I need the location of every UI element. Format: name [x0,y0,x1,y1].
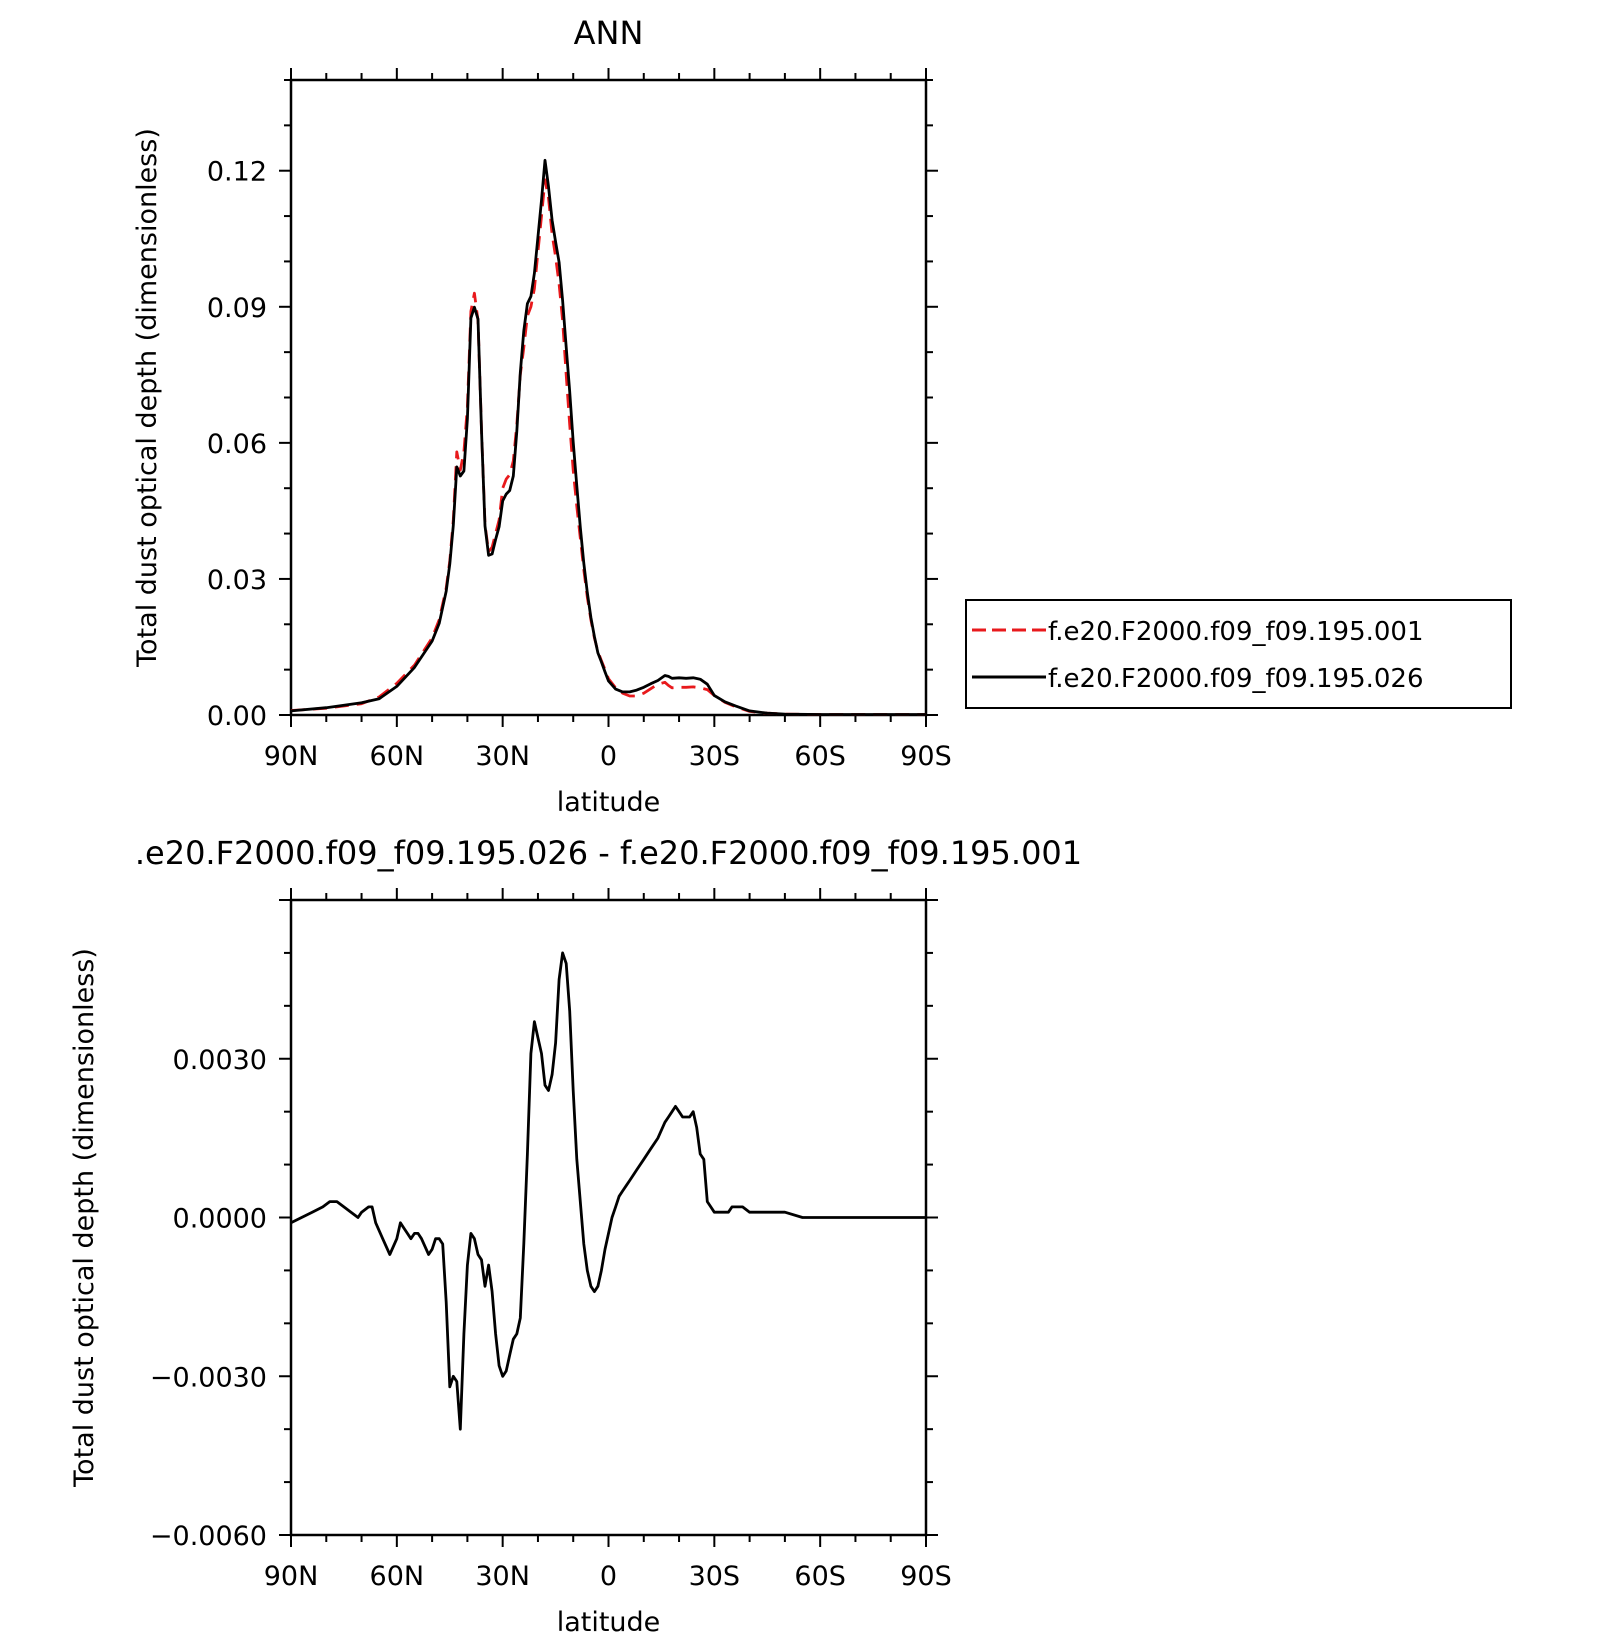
panel-2-title: .e20.F2000.f09_f09.195.026 - f.e20.F2000… [135,834,1082,872]
panel-1: ANN Total dust optical depth (dimensionle… [132,14,1512,818]
y-tick-label: 0.0030 [173,1045,267,1076]
y-tick-label: 0.06 [207,429,267,460]
y-tick-label: −0.0060 [150,1521,267,1552]
legend-label: f.e20.F2000.f09_f09.195.026 [1048,664,1424,694]
y-tick-label: 0.0000 [173,1204,267,1235]
x-tick-label: 0 [600,1561,617,1592]
x-tick-label: 60S [794,1561,846,1592]
panel-2: .e20.F2000.f09_f09.195.026 - f.e20.F2000… [69,834,1082,1635]
y-tick-label: 0.00 [207,701,267,732]
x-tick-label: 30S [689,741,741,772]
x-tick-label: 0 [600,741,617,772]
x-tick-label: 60N [370,741,425,772]
y-tick-label: 0.03 [207,565,267,596]
y-tick-label: −0.0030 [150,1362,267,1393]
x-tick-label: 30N [475,1561,530,1592]
x-tick-label: 90N [264,1561,319,1592]
y-tick-label: 0.09 [207,293,267,324]
panel-1-ylabel: Total dust optical depth (dimensionless) [132,128,163,668]
x-tick-label: 60N [370,1561,425,1592]
panel-2-xlabel: latitude [557,1607,661,1635]
legend-box [965,599,1512,709]
panel-1-title: ANN [574,14,644,52]
x-tick-label: 90S [900,741,952,772]
y-tick-label: 0.12 [207,157,267,188]
x-tick-label: 90S [900,1561,952,1592]
panel-1-frame [289,78,928,717]
panel-1-xlabel: latitude [557,787,661,818]
legend: f.e20.F2000.f09_f09.195.001 f.e20.F2000.f… [965,599,1512,709]
series-line-2-1 [290,951,926,1431]
series-line-1-1 [290,178,926,716]
x-tick-label: 60S [794,741,846,772]
panel-2-ylabel: Total dust optical depth (dimensionless) [69,948,100,1488]
legend-label: f.e20.F2000.f09_f09.195.001 [1048,617,1424,647]
x-tick-label: 30N [475,741,530,772]
series-line-1-2 [290,158,926,716]
x-tick-label: 30S [689,1561,741,1592]
x-tick-label: 90N [264,741,319,772]
